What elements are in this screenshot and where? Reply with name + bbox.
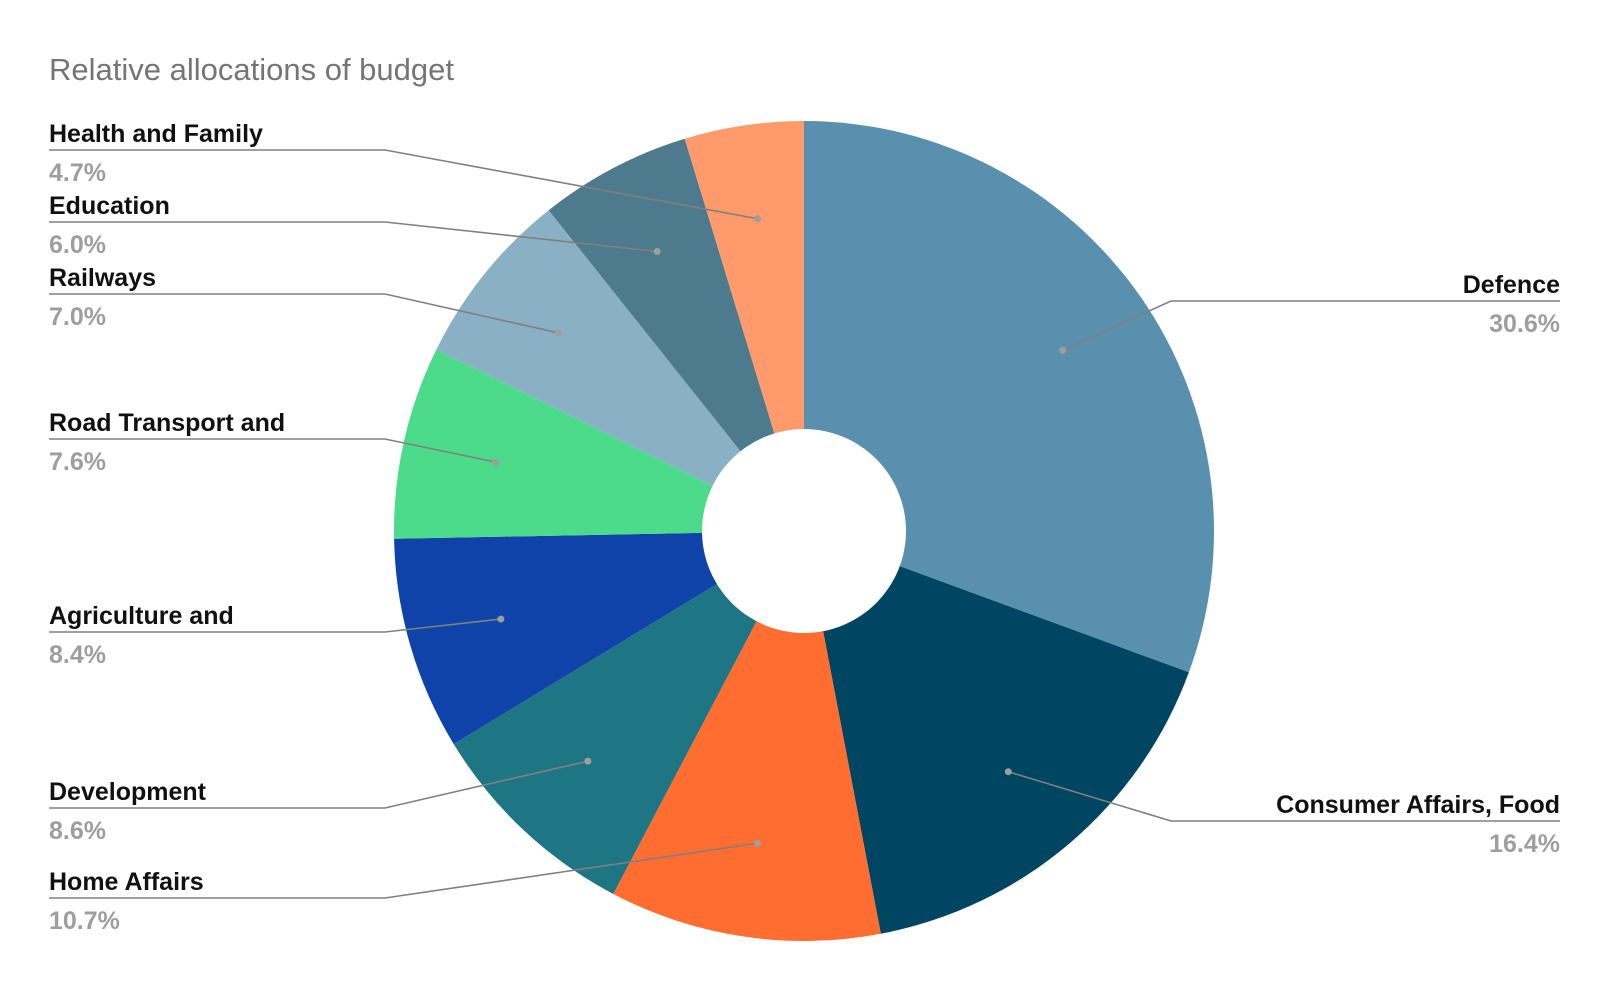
slice-label: Development [49,778,207,806]
slice-percent-label: 10.7% [49,907,120,935]
leader-line [1062,300,1560,352]
slice-percent-label: 7.6% [49,448,106,476]
slice-percent-label: 16.4% [1489,830,1560,858]
slice-label: Railways [49,264,156,292]
slice-development [453,531,804,894]
leader-line [1008,770,1560,822]
label-group-defence: Defence 30.6% [1059,271,1560,354]
slice-home-affairs [613,531,881,942]
leader-line [49,438,497,463]
leader-dot [554,329,562,337]
slice-label: Education [49,192,170,220]
leader-dot [653,248,661,256]
slice-percent-label: 8.4% [49,641,106,669]
slice-label: Health and Family [49,120,263,148]
leader-dot [1059,346,1067,354]
leader-dot [1004,768,1012,776]
slice-label: Defence [1463,271,1560,299]
slice-defence [804,121,1215,673]
slices-layer [394,121,1215,942]
label-group-consumer-affairs-food: Consumer Affairs, Food 16.4% [1004,768,1560,858]
slice-consumer-affairs-food [804,531,1189,934]
slice-road-transport-and [394,349,804,539]
leader-dot [754,839,762,847]
labels-layer: Defence 30.6% Consumer Affairs, Food 16.4% H… [49,120,1560,935]
leader-dot [584,757,592,765]
leader-dot [754,215,762,223]
slice-education [548,138,804,532]
slice-percent-label: 30.6% [1489,310,1560,338]
leader-line [49,221,658,253]
slice-label: Road Transport and [49,409,285,437]
label-group-home-affairs: Home Affairs 10.7% [49,839,762,935]
slice-health-and-family [684,121,804,531]
slice-label: Home Affairs [49,868,204,896]
slice-railways [436,210,804,531]
label-group-agriculture-and: Agriculture and 8.4% [49,602,505,669]
leader-dot [497,615,505,623]
slice-agriculture-and [394,531,804,745]
slice-percent-label: 7.0% [49,303,106,331]
slice-label: Agriculture and [49,602,234,630]
chart-title: Relative allocations of budget [49,52,454,87]
label-group-road-transport-and: Road Transport and 7.6% [49,409,500,476]
label-group-development: Development 8.6% [49,757,592,845]
donut-hole [702,429,906,633]
slice-percent-label: 8.6% [49,817,106,845]
leader-line [49,842,758,899]
slice-percent-label: 6.0% [49,231,106,259]
leader-line [49,618,501,633]
leader-line [49,149,758,220]
leader-line [49,760,589,809]
leader-dot [492,458,500,466]
slice-percent-label: 4.7% [49,159,106,187]
slice-label: Consumer Affairs, Food [1276,791,1560,819]
leader-line [49,293,559,334]
label-group-health-and-family: Health and Family 4.7% [49,120,762,223]
label-group-education: Education 6.0% [49,192,661,259]
label-group-railways: Railways 7.0% [49,264,562,337]
